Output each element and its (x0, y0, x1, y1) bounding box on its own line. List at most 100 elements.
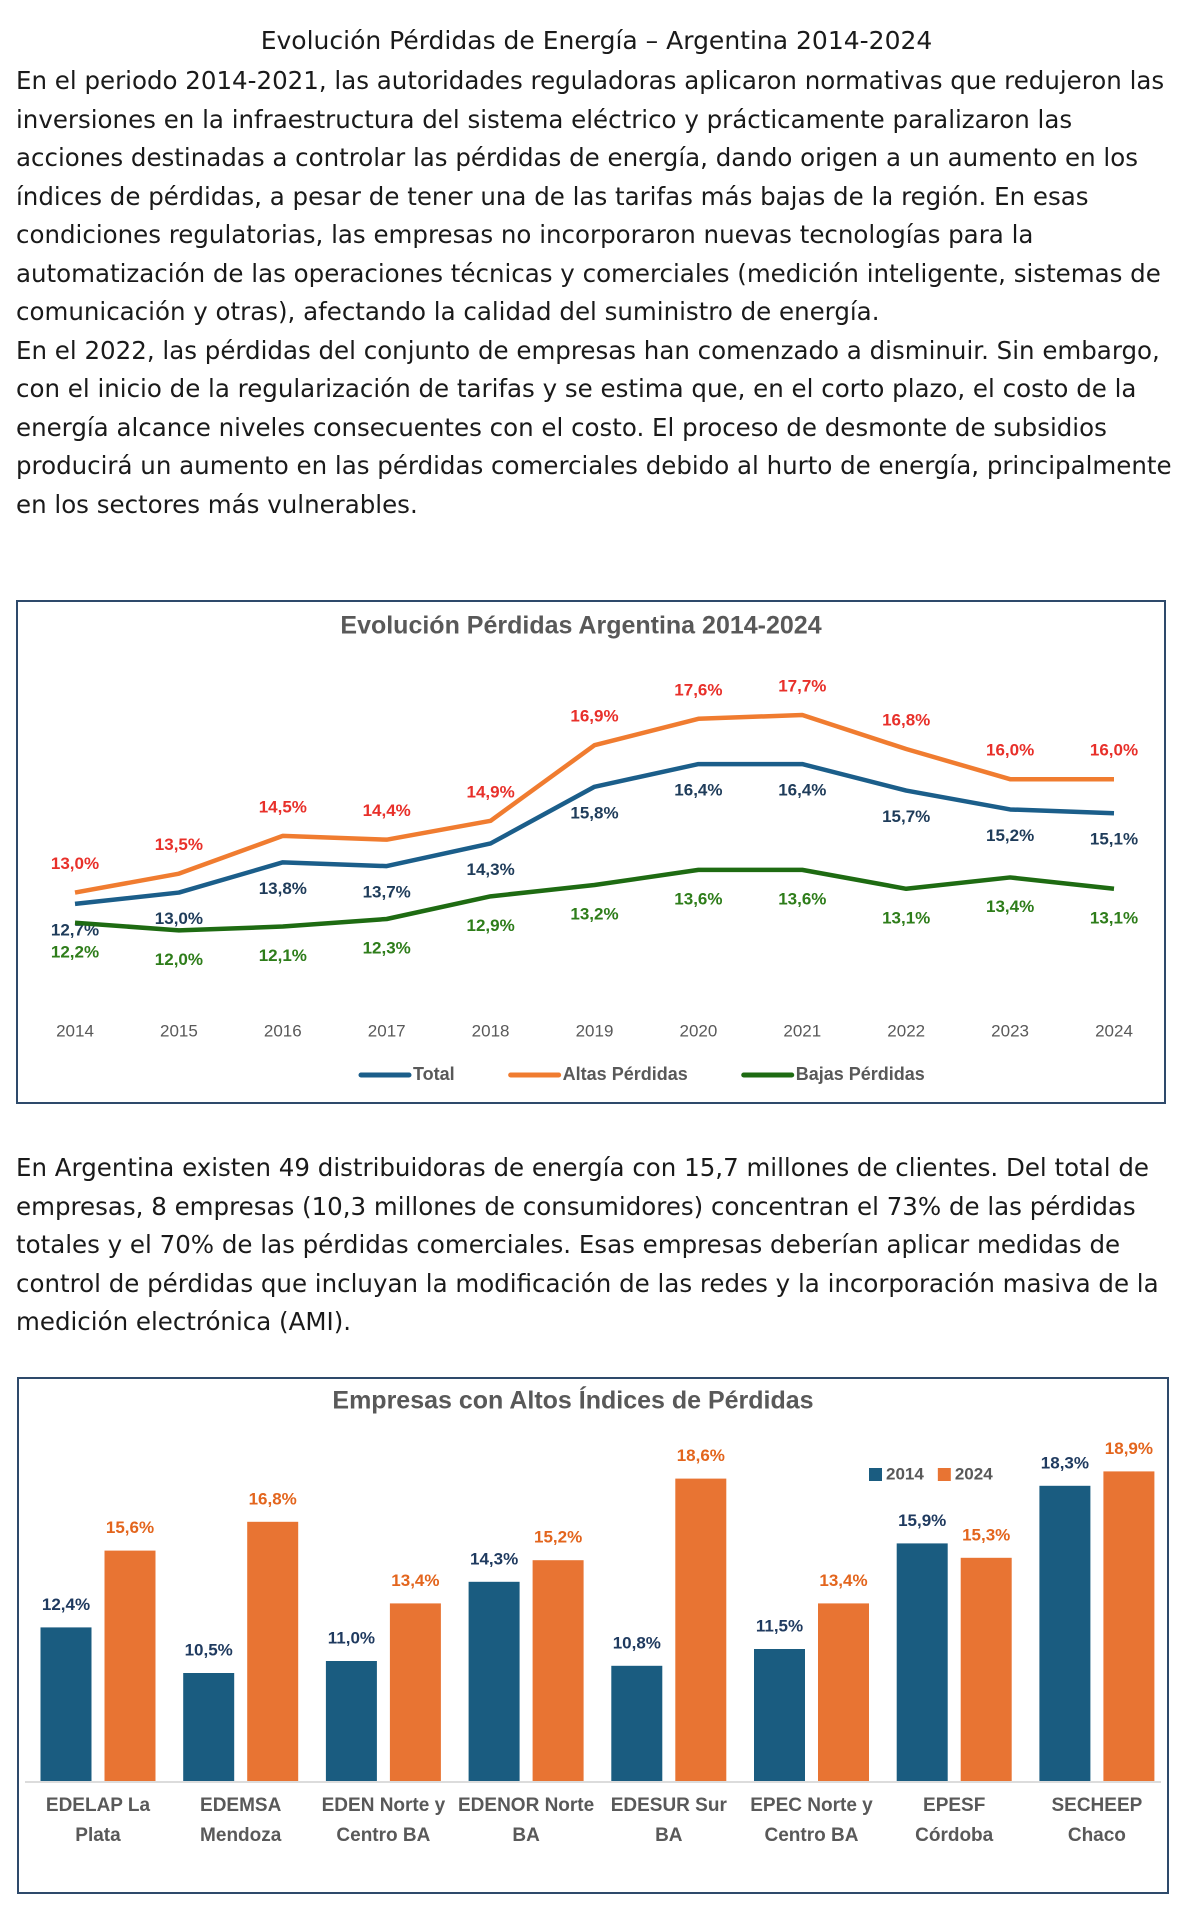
text-block: En Argentina existen 49 distribuidoras d… (16, 1149, 1181, 1342)
line (74, 761, 1115, 907)
data-label: 13,4% (819, 1571, 867, 1590)
bar-chart: Empresas con Altos Índices de Pérdidas 12… (17, 1377, 1169, 1894)
data-label: 16,4% (674, 781, 722, 800)
chart-title: Evolución Pérdidas Argentina 2014-2024 (340, 612, 821, 640)
document-title: Evolución Pérdidas de Energía – Argentin… (260, 26, 933, 55)
chart-border (17, 1377, 1169, 1894)
data-label: 13,2% (570, 904, 618, 923)
x-tick-label-box: EDEMSA Mendoza (200, 1795, 282, 1846)
paragraph: En Argentina existen 49 distribuidoras d… (16, 1153, 1159, 1336)
x-tick-label: EPESF Córdoba (915, 1795, 994, 1846)
bar (532, 1560, 584, 1781)
data-label: 11,5% (756, 1616, 803, 1635)
data-label: 12,1% (259, 946, 307, 965)
x-tick-label: 2019 (576, 1021, 614, 1040)
data-label: 10,8% (613, 1633, 661, 1652)
line-chart: Evolución Pérdidas Argentina 2014-2024 20… (16, 600, 1166, 1104)
data-label: 13,4% (391, 1571, 439, 1590)
data-label: 16,0% (986, 741, 1034, 760)
data-label: 18,6% (677, 1446, 725, 1465)
data-label: 14,3% (466, 860, 514, 879)
x-tick-label: 2016 (264, 1021, 302, 1040)
x-tick-label: 2021 (783, 1021, 821, 1040)
bar (389, 1603, 441, 1781)
x-tick-label: 2020 (679, 1021, 717, 1040)
x-tick-label: 2022 (887, 1021, 925, 1040)
bar (40, 1627, 92, 1781)
data-label: 17,6% (674, 680, 722, 699)
bar (675, 1478, 727, 1781)
bar (960, 1557, 1012, 1781)
x-tick-label-box: EDELAP La Plata (45, 1795, 151, 1846)
data-label: 15,8% (570, 803, 618, 822)
bar (468, 1581, 520, 1781)
bar (611, 1665, 663, 1781)
data-label: 16,0% (1090, 741, 1138, 760)
x-tick-label: EDELAP La Plata (45, 1795, 151, 1846)
x-tick-label-box: EDESUR Sur BA (610, 1795, 727, 1846)
x-tick-label: 2023 (991, 1021, 1029, 1040)
data-label: 15,2% (534, 1528, 582, 1547)
data-label: 12,9% (466, 916, 514, 935)
legend-label: 2014 (886, 1464, 924, 1483)
data-label: 13,1% (1090, 908, 1138, 927)
x-tick-label: EDENOR Norte BA (458, 1795, 595, 1846)
chart-border (16, 600, 1166, 1104)
data-label: 15,6% (106, 1518, 154, 1537)
bar (1039, 1485, 1091, 1781)
data-label: 12,3% (363, 938, 411, 957)
data-label: 12,2% (51, 942, 99, 961)
paragraph: En el periodo 2014-2021, las autoridades… (16, 66, 1165, 326)
x-tick-label: EDESUR Sur BA (610, 1795, 727, 1846)
chart-title: Empresas con Altos Índices de Pérdidas (332, 1386, 813, 1415)
data-label: 13,6% (674, 889, 722, 908)
data-label: 12,4% (42, 1595, 90, 1614)
x-tick-label: EDEN Norte y Centro BA (321, 1795, 446, 1846)
bar (183, 1673, 235, 1781)
data-label: 13,6% (778, 889, 826, 908)
x-tick-label-box: EPESF Córdoba (915, 1795, 994, 1846)
data-label: 13,7% (363, 883, 411, 902)
bar (896, 1543, 948, 1781)
x-tick-label-box: SECHEEP Chaco (1051, 1795, 1143, 1846)
data-label: 13,1% (882, 908, 930, 927)
data-label: 13,8% (259, 879, 307, 898)
data-label: 17,7% (778, 676, 826, 695)
data-label: 14,3% (470, 1549, 518, 1568)
data-label: 18,9% (1105, 1439, 1153, 1458)
x-tick-label: 2015 (160, 1021, 198, 1040)
x-tick-label: SECHEEP Chaco (1051, 1795, 1143, 1846)
data-label: 14,9% (466, 782, 514, 801)
x-tick-label: EPEC Norte y Centro BA (750, 1795, 873, 1846)
data-label: 13,0% (51, 854, 99, 873)
legend-swatch (869, 1468, 882, 1481)
data-label: 14,4% (363, 801, 411, 820)
x-tick-label-box: EPEC Norte y Centro BA (750, 1795, 873, 1846)
bar (1103, 1471, 1155, 1781)
line (74, 712, 1114, 895)
paragraph: En el 2022, las pérdidas del conjunto de… (16, 335, 1172, 519)
data-label: 15,7% (882, 807, 930, 826)
bar (247, 1521, 299, 1781)
legend-label: 2024 (955, 1464, 993, 1483)
data-label: 16,8% (249, 1489, 297, 1508)
text-block: En el periodo 2014-2021, las autoridades… (16, 62, 1181, 524)
legend-label: Bajas Pérdidas (796, 1064, 925, 1084)
data-label: 15,9% (898, 1511, 946, 1530)
data-label: 16,8% (882, 710, 930, 729)
x-tick-label: 2017 (368, 1021, 406, 1040)
data-label: 18,3% (1041, 1453, 1089, 1472)
x-tick-label-box: EDEN Norte y Centro BA (321, 1795, 446, 1846)
line (74, 867, 1115, 933)
data-label: 12,0% (155, 950, 203, 969)
x-tick-label: EDEMSA Mendoza (200, 1795, 282, 1846)
data-label: 11,0% (328, 1628, 375, 1647)
data-label: 15,3% (962, 1525, 1010, 1544)
data-label: 13,4% (986, 897, 1034, 916)
data-label: 16,4% (778, 781, 826, 800)
bar (754, 1649, 805, 1781)
x-tick-label-box: EDENOR Norte BA (458, 1795, 595, 1846)
bar (325, 1661, 377, 1781)
bar (818, 1603, 869, 1781)
